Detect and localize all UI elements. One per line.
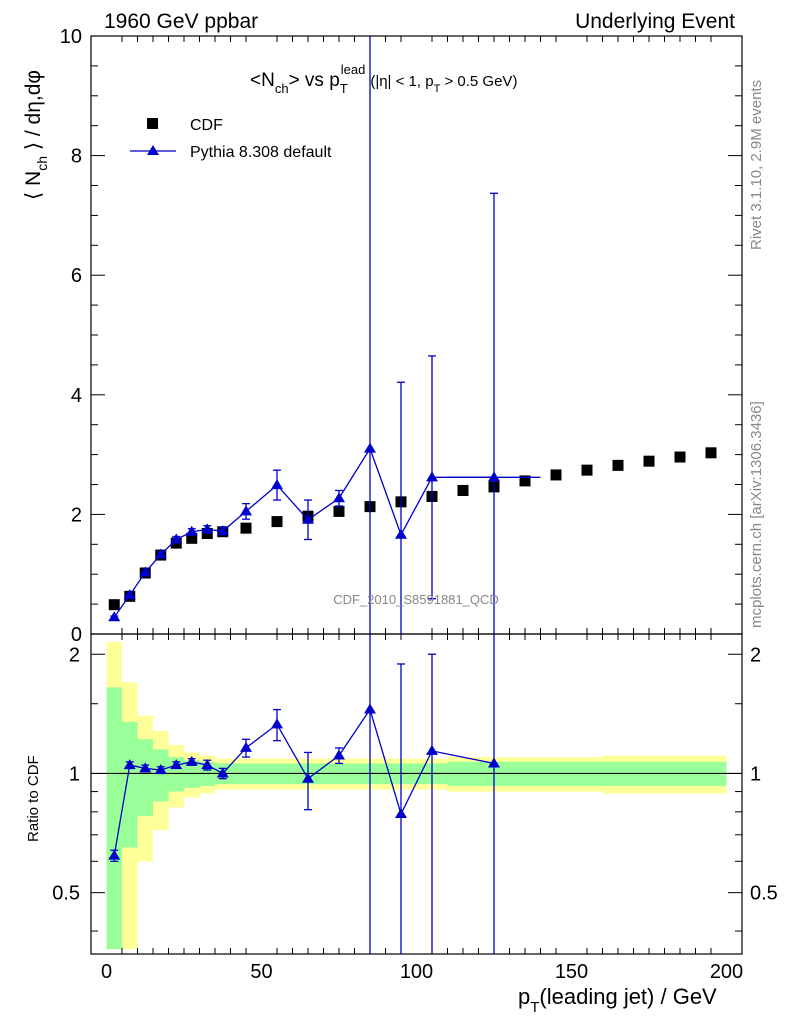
cdf-point	[271, 516, 283, 528]
pythia-point	[364, 442, 376, 453]
ratio-tick-label-right: 0.5	[750, 883, 778, 905]
header-left: 1960 GeV ppbar	[104, 10, 258, 33]
axis-ticks	[90, 35, 743, 954]
x-axis-label: pT(leading jet) / GeV	[518, 984, 717, 1016]
rivet-label: Rivet 3.1.10, 2.9M events	[748, 80, 765, 250]
x-tick-label: 100	[400, 961, 433, 983]
cdf-point	[550, 469, 562, 481]
ratio-point	[154, 764, 167, 775]
mcplots-label: mcplots.cern.ch [arXiv:1306.3436]	[748, 401, 765, 628]
ratio-line	[113, 708, 495, 856]
legend-cdf-label: CDF	[190, 117, 223, 134]
ratio-point	[271, 718, 283, 729]
pythia-point	[139, 566, 152, 577]
ratio-point	[488, 757, 500, 768]
data-marks	[108, 36, 717, 954]
main-frame	[90, 35, 743, 635]
pythia-point	[240, 505, 252, 516]
ratio-y-axis-label: Ratio to CDF	[25, 755, 42, 842]
pythia-point	[488, 471, 500, 482]
ratio-tick-label-right: 2	[750, 644, 761, 666]
pythia-point	[108, 611, 121, 622]
band-inner-bin	[153, 749, 169, 802]
pythia-point	[395, 528, 407, 539]
header-right: Underlying Event	[575, 10, 735, 33]
y-axis-label: ⟨ Nch ⟩ / dη,dφ	[22, 70, 50, 200]
ratio-point	[333, 749, 345, 760]
x-tick-label: 150	[555, 961, 588, 983]
pythia-point	[123, 589, 136, 600]
pythia-point	[333, 492, 345, 503]
cdf-point	[108, 599, 120, 611]
band-inner-bin	[137, 739, 153, 817]
legend-mc-label: Pythia 8.308 default	[190, 144, 332, 161]
pythia-point	[170, 533, 183, 544]
ratio-tick-label: 0.5	[52, 883, 80, 905]
pythia-point	[302, 513, 314, 524]
ratio-point	[185, 755, 198, 766]
y-tick-label: 0	[71, 624, 82, 646]
x-tick-label: 50	[250, 961, 272, 983]
y-tick-label: 10	[60, 26, 82, 48]
cdf-point	[457, 484, 469, 496]
x-tick-label: 200	[710, 961, 743, 983]
pythia-point	[426, 471, 438, 482]
ratio-point	[240, 741, 252, 752]
x-tick-label: 0	[101, 961, 112, 983]
cdf-point	[333, 505, 345, 517]
y-tick-label: 4	[71, 385, 82, 407]
cdf-point	[643, 455, 655, 467]
legend-mc-marker	[147, 145, 159, 155]
ratio-point	[364, 703, 376, 714]
y-tick-label: 2	[71, 504, 82, 526]
ratio-point	[302, 772, 314, 783]
ratio-uncertainty-bands	[91, 641, 742, 950]
pythia-point	[185, 525, 198, 536]
y-tick-label: 6	[71, 265, 82, 287]
ratio-point	[426, 744, 438, 755]
analysis-watermark: CDF_2010_S8591881_QCD	[333, 592, 499, 607]
cdf-point	[581, 464, 593, 476]
ratio-tick-label: 2	[69, 644, 80, 666]
pythia-point	[216, 525, 229, 536]
ratio-point	[395, 807, 407, 818]
cdf-point	[705, 447, 717, 459]
band-inner-bin	[122, 721, 138, 848]
ratio-point	[108, 849, 121, 860]
pythia-point	[201, 523, 214, 534]
ratio-tick-label: 1	[69, 763, 80, 785]
ratio-point	[201, 759, 214, 770]
ratio-point	[123, 759, 136, 770]
y-tick-label: 8	[71, 146, 82, 168]
band-inner-bin	[106, 687, 122, 950]
pythia-point	[271, 479, 283, 490]
cdf-point	[186, 532, 198, 544]
cdf-point	[612, 459, 624, 471]
legend-cdf-marker	[147, 118, 158, 129]
ratio-point	[216, 767, 229, 778]
ratio-frame	[90, 633, 743, 955]
plot-title: <Nch> vs pTlead(|η| < 1, pT > 0.5 GeV)	[250, 62, 517, 96]
cdf-point	[674, 451, 686, 463]
pythia-point	[154, 548, 167, 559]
ratio-point	[170, 759, 183, 770]
cdf-point	[240, 522, 252, 534]
ratio-tick-label-right: 1	[750, 763, 761, 785]
pythia-line	[113, 447, 494, 618]
ratio-point	[139, 762, 152, 773]
cdf-point	[519, 475, 531, 487]
